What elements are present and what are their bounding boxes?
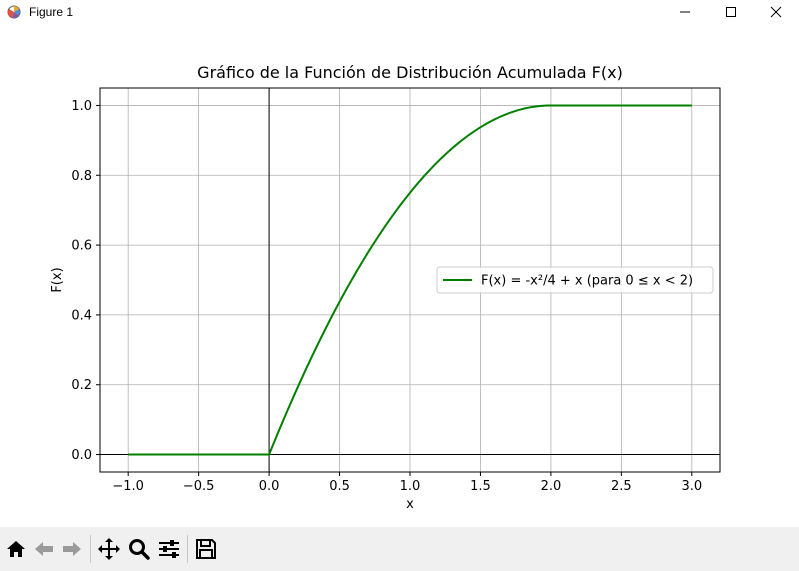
x-tick-label: −1.0: [112, 479, 144, 494]
pan-icon: [98, 538, 120, 560]
chart-title: Gráfico de la Función de Distribución Ac…: [197, 63, 623, 82]
minimize-button[interactable]: [662, 0, 708, 24]
maximize-button[interactable]: [708, 0, 754, 24]
home-button[interactable]: [4, 537, 28, 561]
forward-button[interactable]: [60, 537, 84, 561]
save-button[interactable]: [194, 537, 218, 561]
x-tick-label: 1.5: [470, 479, 491, 494]
x-tick-label: 0.5: [329, 479, 350, 494]
back-button[interactable]: [32, 537, 56, 561]
minimize-icon: [680, 11, 690, 13]
x-axis-ticks: −1.0 −0.5 0.0 0.5 1.0 1.5 2.0 2.5 3.0: [112, 472, 702, 494]
y-tick-label: 0.4: [71, 308, 92, 323]
x-tick-label: 2.5: [611, 479, 632, 494]
configure-subplots-icon: [159, 540, 179, 558]
x-tick-label: −0.5: [183, 479, 215, 494]
y-tick-label: 1.0: [71, 99, 92, 114]
figure-canvas: −1.0 −0.5 0.0 0.5 1.0 1.5 2.0 2.5 3.0 0.00.20.40…: [50, 63, 721, 512]
maximize-icon: [726, 7, 736, 17]
x-tick-label: 1.0: [400, 479, 421, 494]
x-tick-label: 3.0: [681, 479, 702, 494]
x-axis-label: x: [406, 497, 414, 512]
pan-button[interactable]: [97, 537, 121, 561]
y-axis-ticks: 0.0 0.2 0.4 0.6 0.8 1.0: [71, 99, 100, 463]
series-line: [128, 104, 692, 456]
zoom-button[interactable]: [127, 537, 151, 561]
y-tick-label: 0.0: [71, 448, 92, 463]
legend-box: [436, 266, 714, 294]
legend: F(x) = -x²/4 + x (para 0 ≤ x < 2): [436, 266, 714, 294]
close-button[interactable]: [753, 0, 799, 24]
navigation-toolbar: [0, 527, 799, 571]
back-arrow-icon: [35, 542, 53, 556]
y-tick-label: 0.2: [71, 378, 92, 393]
legend-label: F(x) = -x²/4 + x (para 0 ≤ x < 2): [481, 274, 693, 289]
configure-subplots-button[interactable]: [157, 537, 181, 561]
close-icon: [770, 6, 782, 18]
forward-arrow-icon: [63, 542, 81, 556]
y-axis-label: F(x): [50, 267, 65, 292]
matplotlib-app-icon: [6, 3, 24, 21]
home-icon: [7, 541, 25, 557]
y-tick-label: 0.8: [71, 169, 92, 184]
x-tick-label: 2.0: [541, 479, 562, 494]
y-tick-label: 0.6: [71, 239, 92, 254]
save-icon: [196, 539, 216, 559]
window-title: Figure 1: [29, 5, 74, 19]
toolbar-separator: [187, 535, 188, 563]
toolbar-separator: [90, 535, 91, 563]
series-lines: [128, 104, 692, 456]
x-tick-label: 0.0: [259, 479, 280, 494]
zoom-icon: [129, 539, 150, 560]
title-bar: Figure 1: [0, 0, 799, 24]
